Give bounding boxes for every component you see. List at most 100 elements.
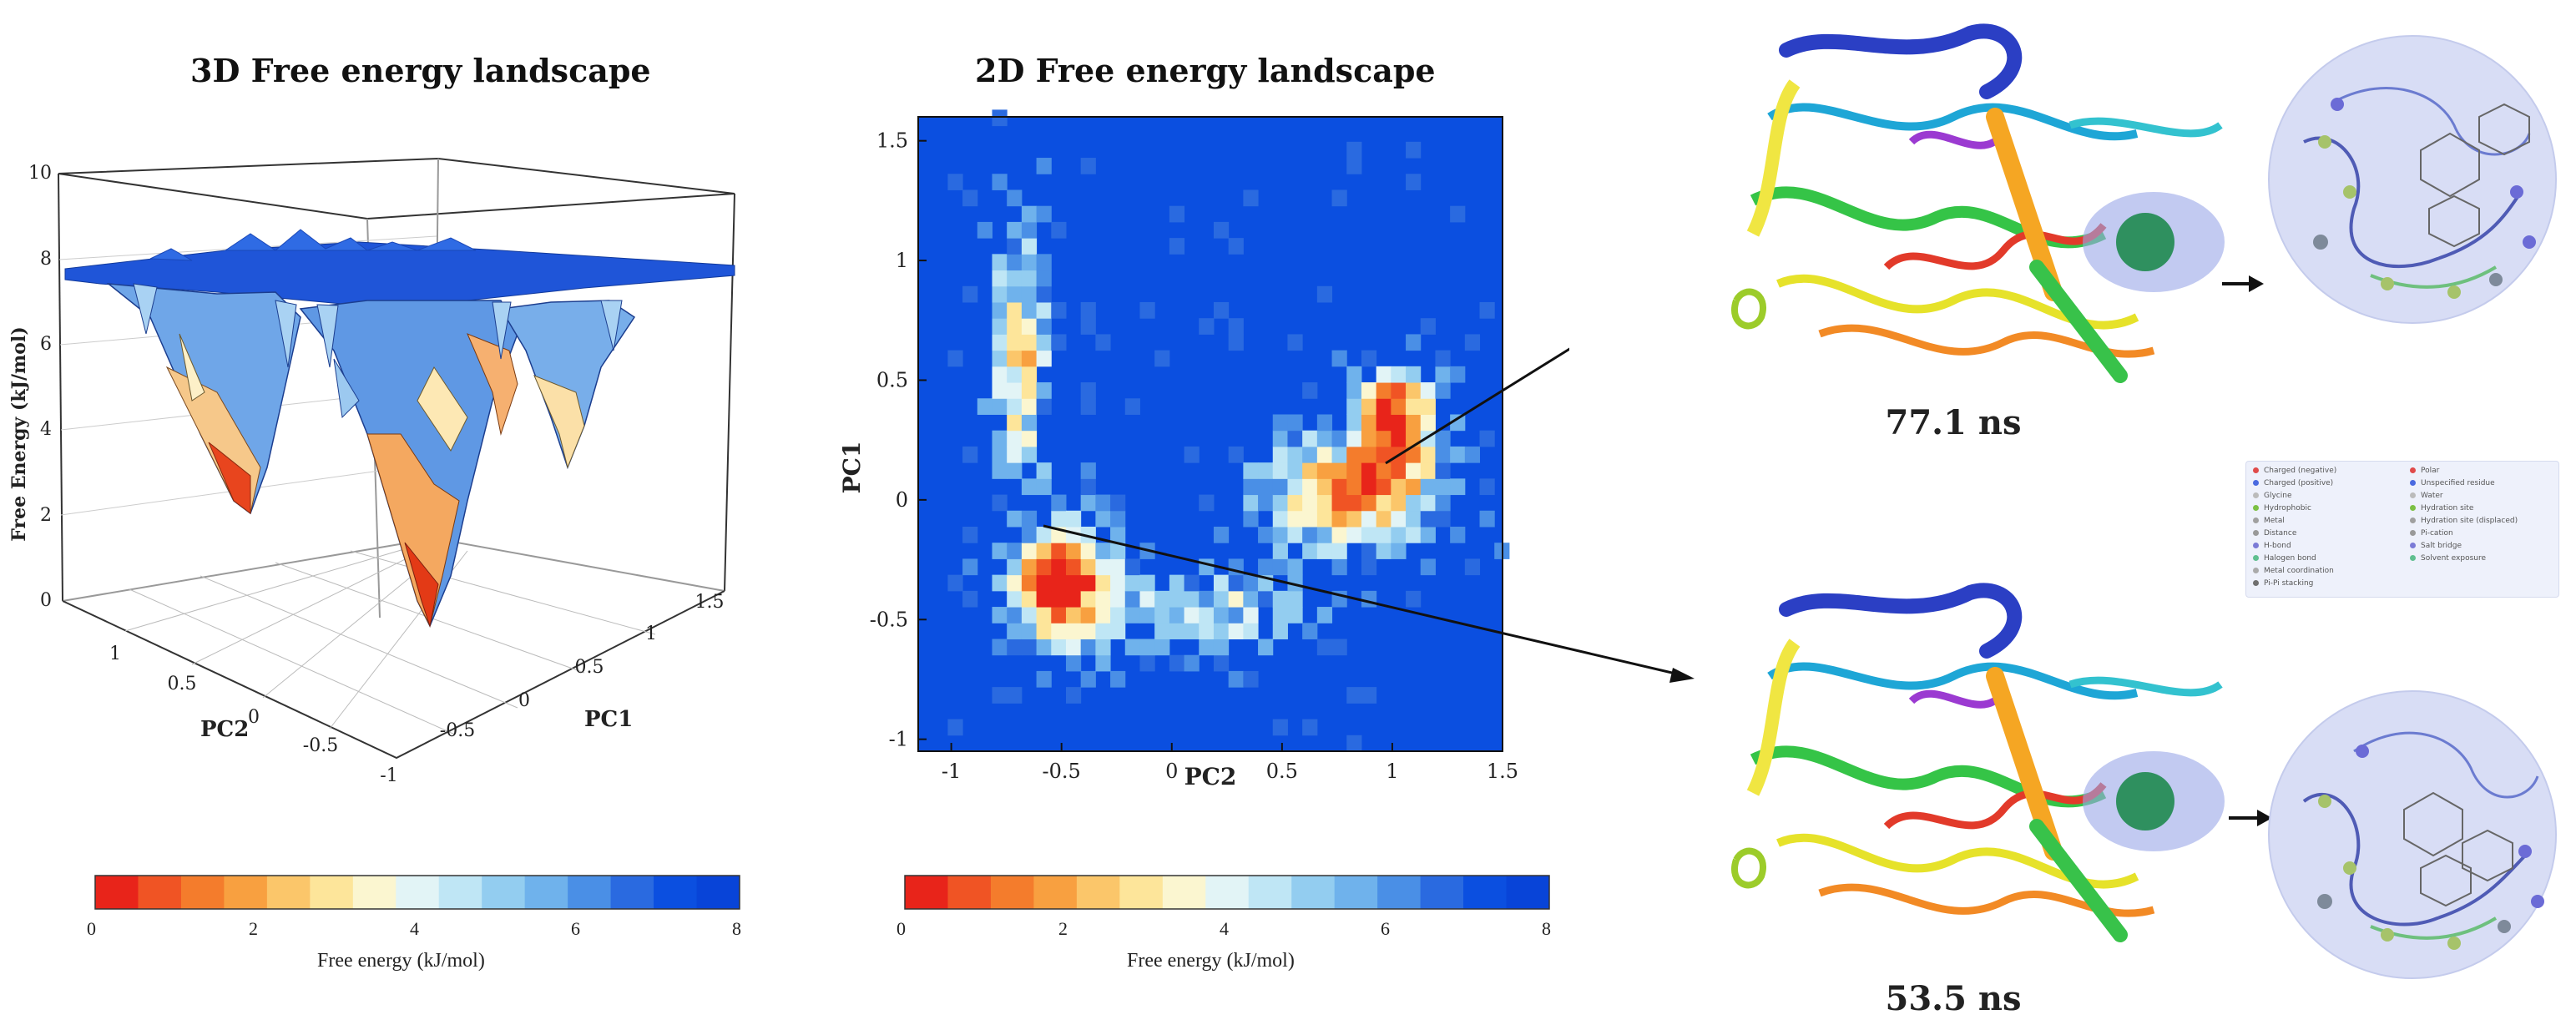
heatmap-cell (1243, 478, 1259, 496)
heatmap-cell (1361, 526, 1377, 543)
heatmap-cell (1021, 285, 1038, 303)
heatmap-cell (977, 221, 993, 239)
heatmap-cell (1036, 543, 1052, 559)
heatmap-cell (1361, 446, 1377, 463)
y-tick-label: -1 (889, 728, 908, 751)
legend-item: Hydrophobic (2253, 504, 2336, 517)
x-tick-label: -0.5 (1043, 760, 1081, 783)
legend-dot-icon (2253, 580, 2259, 586)
legend-label: Pi-cation (2421, 529, 2453, 538)
heatmap-cell (1346, 735, 1362, 752)
heatmap-cell (992, 639, 1008, 656)
heatmap-cell (1124, 639, 1140, 656)
cb2-tick: 0 (897, 918, 906, 939)
heatmap-cell (1110, 543, 1126, 559)
heatmap-cell (1391, 478, 1407, 496)
heatmap-cell (1450, 526, 1466, 543)
heatmap-cell (1199, 494, 1215, 512)
heatmap-cell (1316, 414, 1333, 432)
heatmap-cell (1435, 382, 1451, 399)
heatmap-cell (1065, 623, 1082, 639)
heatmap-cell (1243, 462, 1259, 479)
arrow-to-77ns (1385, 347, 1569, 465)
heatmap-cell (992, 382, 1008, 399)
legend-label: Distance (2264, 529, 2297, 538)
heatmap-cell (1095, 543, 1111, 559)
legend-label: Charged (negative) (2264, 467, 2337, 475)
heatmap-cell (1272, 607, 1288, 624)
colorbar-swatch (310, 876, 354, 909)
legend-col-2: Polar Unspecified residue Water Hydration s… (2410, 467, 2518, 567)
legend-item: Polar (2410, 467, 2518, 479)
heatmap-cell (1065, 543, 1082, 559)
heatmap-cell (1080, 558, 1096, 576)
heatmap-cell (1080, 543, 1096, 559)
heatmap-cell (1361, 430, 1377, 447)
heatmap-cell (1346, 382, 1362, 399)
legend-label: Halogen bond (2264, 554, 2316, 563)
interaction-diagram-53ns (2268, 690, 2557, 979)
heatmap-cell (1154, 590, 1170, 608)
cb2-label: Free energy (kJ/mol) (1127, 950, 1295, 972)
colorbar-swatch (696, 876, 740, 909)
heatmap-cell (1080, 526, 1096, 543)
heatmap-cell (992, 494, 1008, 512)
heatmap-cell (1361, 462, 1377, 479)
heatmap-cell (1021, 543, 1038, 559)
heatmap-cell (1420, 526, 1436, 543)
colorbar-swatch (138, 876, 182, 909)
colorbar-2 (904, 875, 1550, 910)
heatmap-cell (1213, 607, 1230, 624)
heatmap-cell (1346, 494, 1362, 512)
heatmap-cell (992, 350, 1008, 367)
heatmap-cell (1406, 462, 1422, 479)
heatmap-cell (1007, 366, 1023, 383)
legend-item: Distance (2253, 529, 2336, 542)
heatmap-cell (1420, 318, 1436, 335)
heatmap-cell (1065, 607, 1082, 624)
heatmap-cell (1051, 607, 1067, 624)
arrowhead-icon (1669, 668, 1695, 683)
heatmap-cell (1243, 189, 1259, 207)
x-tick-label: 1.5 (1487, 760, 1518, 783)
heatmap-cell (1184, 574, 1200, 592)
heatmap-cell (1316, 543, 1333, 559)
heatmap-cell (1435, 478, 1451, 496)
heatmap-cell (1272, 623, 1288, 639)
heatmap-cell (1139, 607, 1155, 624)
heatmap-cell (1080, 158, 1096, 174)
heatmap-cell (1213, 623, 1230, 639)
heatmap-cell (962, 590, 978, 608)
colorbar-swatch (1463, 876, 1508, 909)
heatmap-cell (1110, 574, 1126, 592)
cb1-tick: 0 (87, 918, 96, 939)
heatmap-cell (1331, 446, 1347, 463)
heatmap-cell (1228, 574, 1244, 592)
heatmap-cell (1110, 623, 1126, 639)
heatmap-cell (1316, 494, 1333, 512)
heatmap-cell (1243, 623, 1259, 639)
x-axis-label: PC2 (200, 717, 249, 742)
structure-label-1: 77.1 ns (1886, 403, 2022, 442)
heatmap-cell (992, 109, 1008, 127)
heatmap-cell (1021, 334, 1038, 351)
y-tick-label: 0 (896, 488, 908, 512)
heatmap-cell (1036, 318, 1052, 335)
heatmap-cell (1272, 446, 1288, 463)
heatmap-cell (1065, 654, 1082, 672)
heatmap-cell (1110, 510, 1126, 528)
heatmap-cell (1420, 494, 1436, 512)
heatmap-cell (1154, 639, 1170, 656)
heatmap-cell (1361, 494, 1377, 512)
x-axis-label: PC2 (1184, 763, 1237, 790)
heatmap-cell (1406, 366, 1422, 383)
heatmap-cell (1406, 382, 1422, 399)
heatmap-cell (1287, 430, 1303, 447)
x-tick-label: 1 (1386, 760, 1398, 783)
heatmap-cell (1316, 462, 1333, 479)
heatmap-cell (1346, 526, 1362, 543)
heatmap-cell (1007, 189, 1023, 207)
colorbar-swatch (1119, 876, 1164, 909)
heatmap-cell (1036, 254, 1052, 271)
heatmap-cell (1331, 639, 1347, 656)
